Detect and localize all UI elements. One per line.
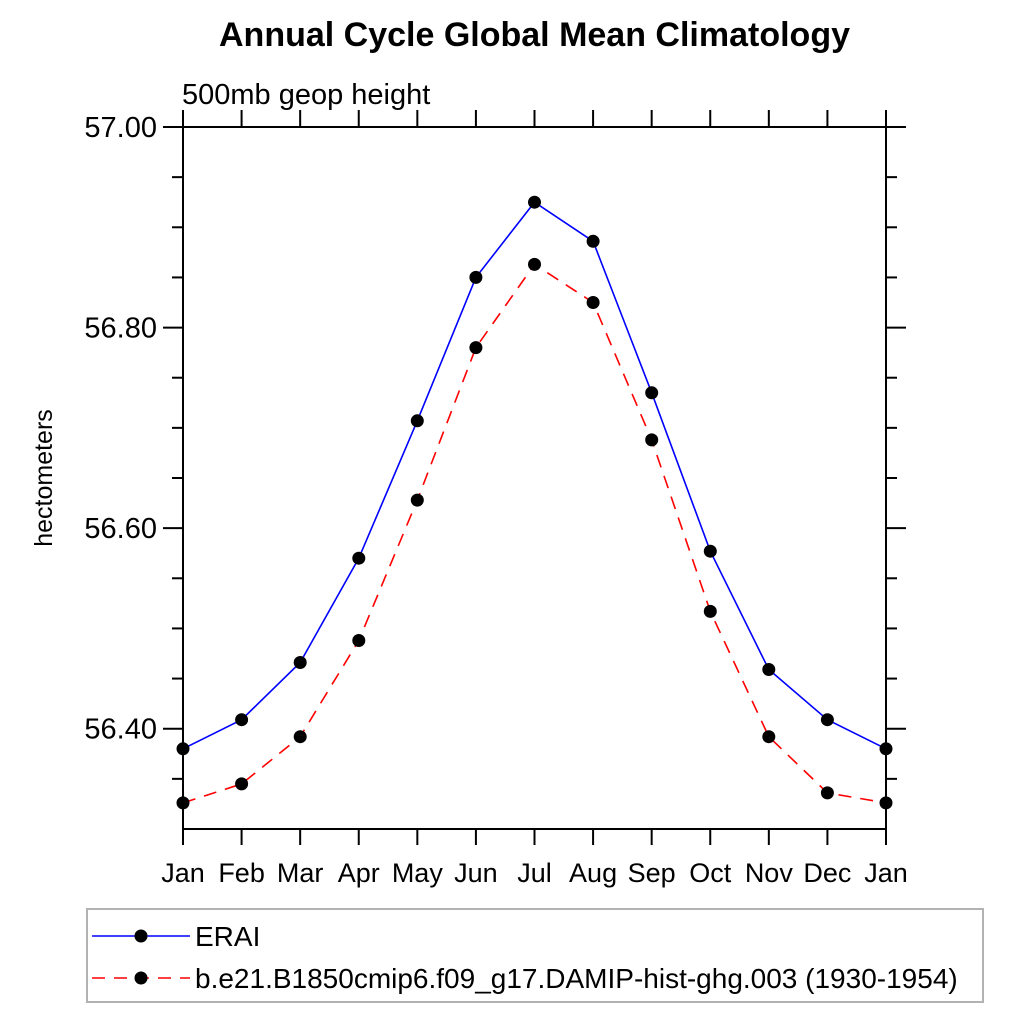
- plot-frame: [182, 126, 887, 830]
- x-tick-label: Jun: [454, 858, 498, 888]
- data-point-marker: [352, 634, 366, 647]
- x-tick-label: Oct: [689, 858, 732, 888]
- data-point-marker: [410, 414, 424, 428]
- x-tick-label: Sep: [628, 858, 676, 888]
- data-point-marker: [528, 257, 541, 271]
- legend-marker-model: [134, 971, 148, 985]
- data-point-marker: [703, 604, 717, 618]
- data-point-marker: [820, 713, 834, 727]
- data-point-marker: [586, 234, 600, 248]
- data-point-marker: [528, 195, 541, 209]
- data-point-marker: [176, 742, 190, 756]
- data-point-marker: [469, 270, 483, 284]
- x-tick-label: Nov: [745, 858, 794, 888]
- data-series: [176, 195, 893, 810]
- chart-title: Annual Cycle Global Mean Climatology: [219, 16, 850, 54]
- data-point-marker: [586, 296, 600, 309]
- data-point-marker: [293, 730, 307, 744]
- x-tick-label: Mar: [277, 858, 324, 888]
- legend-box: ERAI b.e21.B1850cmip6.f09_g17.DAMIP-hist…: [86, 908, 984, 1003]
- data-point-marker: [469, 341, 483, 355]
- data-point-marker: [410, 493, 424, 507]
- data-point-marker: [645, 433, 659, 447]
- x-tick-label: Jan: [161, 858, 205, 888]
- data-point-marker: [645, 386, 659, 400]
- x-tick-label: Aug: [569, 858, 617, 888]
- y-tick-label: 56.40: [84, 714, 157, 746]
- data-point-marker: [176, 796, 190, 810]
- data-point-marker: [879, 796, 893, 810]
- data-point-marker: [762, 730, 776, 744]
- axis-tick-labels: Jan Feb Mar Apr May Jun Jul Aug Sep Oct Nov Dec Jan 5…: [84, 112, 907, 888]
- data-point-marker: [879, 742, 893, 756]
- x-tick-label: Jan: [864, 858, 908, 888]
- data-point-marker: [235, 713, 249, 727]
- legend-border: [86, 908, 984, 1003]
- data-point-marker: [352, 551, 366, 565]
- x-tick-label: Apr: [338, 858, 380, 888]
- y-tick-label: 56.60: [84, 513, 157, 545]
- x-tick-label: Feb: [218, 858, 265, 888]
- x-tick-label: Dec: [803, 858, 851, 888]
- y-axis-label: hectometers: [30, 409, 58, 547]
- data-point-marker: [703, 544, 717, 558]
- legend-label-erai: ERAI: [195, 921, 260, 952]
- series-line-model: [182, 263, 887, 804]
- data-point-marker: [235, 777, 249, 791]
- legend-marker-erai: [134, 929, 148, 943]
- data-point-marker: [293, 656, 307, 669]
- data-point-marker: [762, 663, 776, 676]
- y-tick-label: 56.80: [84, 313, 157, 345]
- chart-subtitle: 500mb geop height: [182, 79, 430, 111]
- x-tick-label: Jul: [517, 858, 552, 888]
- data-point-marker: [820, 786, 834, 800]
- axis-ticks: [163, 110, 906, 845]
- y-tick-label: 57.00: [84, 112, 157, 144]
- series-line-erai: [182, 201, 887, 750]
- legend-label-model: b.e21.B1850cmip6.f09_g17.DAMIP-hist-ghg.…: [195, 963, 958, 994]
- x-tick-label: May: [392, 858, 444, 888]
